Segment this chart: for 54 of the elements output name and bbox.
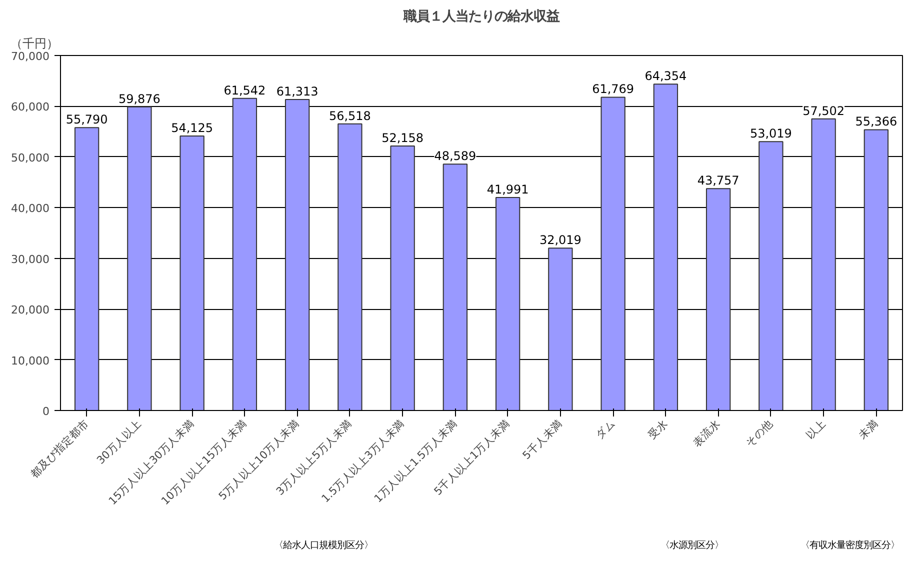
data-label: 61,769 [592,82,634,96]
data-label: 54,125 [171,121,214,136]
data-label: 53,019 [750,126,792,141]
text: 〈水源別区分〉 [660,540,724,551]
bar [127,106,152,410]
data-label: 32,019 [539,233,582,248]
x-tick-label: 表流水 [690,416,723,450]
bar [180,136,204,410]
bar [495,197,520,410]
text: 〈給水人口規模別区分〉 [274,540,374,551]
x-tick-label: 都及び指定都市 [28,416,92,481]
data-label: 57,502 [802,104,845,118]
data-label: 56,518 [328,108,371,123]
data-label: 43,757 [697,174,740,188]
y-tick-label: 70,000 [11,50,50,63]
bar [390,145,415,410]
bar [600,96,626,410]
bar [232,98,258,410]
x-tick-label: 30万人以上 [94,416,144,467]
x-tick-label: 5千人未満 [520,416,566,462]
x-tick-label: 未満 [856,416,881,442]
y-tick-label: 60,000 [11,100,50,114]
bar [864,129,889,410]
y-tick-label: 40,000 [11,202,50,216]
x-tick-label: 受水 [646,416,670,442]
data-label: 52,158 [382,130,424,145]
bar [758,141,784,410]
data-label: 48,589 [434,149,476,164]
x-tick-label: ダム [592,416,618,442]
data-label: 61,542 [224,83,266,98]
y-tick-label: 30,000 [11,252,50,266]
bar [74,127,100,410]
bar [811,118,836,410]
data-label: 59,876 [118,92,160,106]
y-tick-label: 20,000 [11,304,50,317]
bar [706,188,731,410]
data-label: 55,366 [855,114,898,129]
y-tick-label: 0 [42,405,50,418]
y-tick-label: 10,000 [11,354,50,368]
x-tick-label: 以上 [803,416,828,442]
data-label: 41,991 [486,182,529,197]
bar [442,164,468,410]
y-tick-label: 50,000 [11,151,50,164]
bar [284,99,310,410]
bar [338,123,362,410]
data-label: 64,354 [644,69,687,84]
data-label: 55,790 [66,112,108,127]
chart-title: 職員１人当たりの給水収益 [402,8,560,24]
bar [653,84,678,410]
text: 〈有収水量密度別区分〉 [800,540,900,551]
bar [548,248,573,410]
x-tick-label: その他 [743,416,776,450]
y-axis-title: （千円） [10,36,58,50]
data-label: 61,313 [276,84,318,99]
